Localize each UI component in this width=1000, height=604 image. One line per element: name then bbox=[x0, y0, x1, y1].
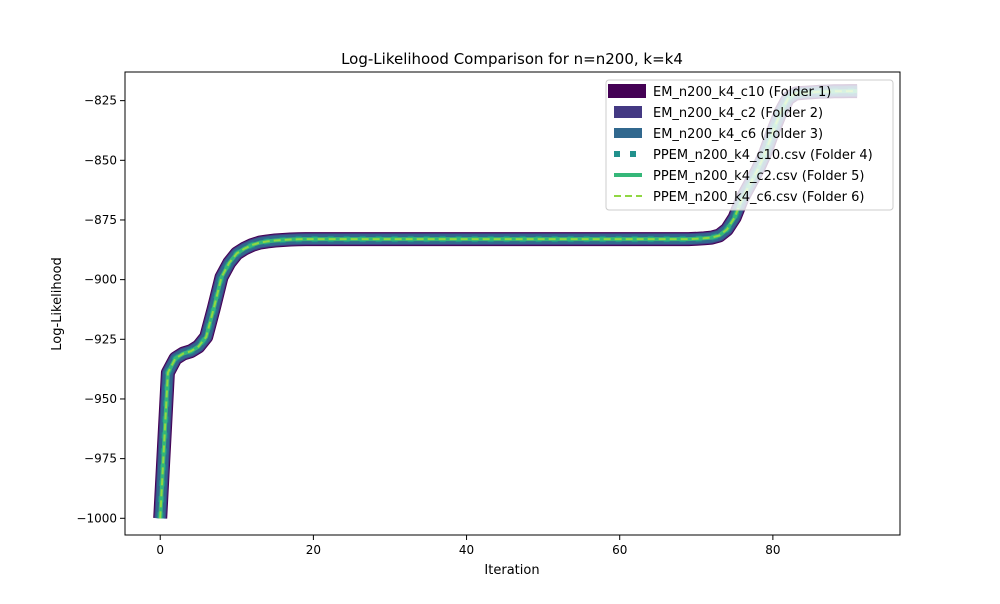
legend-label: PPEM_n200_k4_c10.csv (Folder 4) bbox=[653, 148, 873, 163]
x-tick-label: 0 bbox=[156, 543, 164, 557]
plot-area-frame bbox=[124, 71, 901, 536]
legend-label: EM_n200_k4_c6 (Folder 3) bbox=[653, 127, 823, 142]
y-axis: −1000 −975 −950 −925 −900 −875 −850 −825 bbox=[76, 94, 125, 525]
legend-swatch bbox=[608, 84, 646, 98]
legend-label: EM_n200_k4_c10 (Folder 1) bbox=[653, 85, 831, 100]
legend-label: PPEM_n200_k4_c6.csv (Folder 6) bbox=[653, 190, 864, 205]
x-tick-label: 60 bbox=[612, 543, 627, 557]
chart-title: Log-Likelihood Comparison for n=n200, k=… bbox=[341, 50, 683, 68]
y-tick-label: −900 bbox=[84, 273, 117, 287]
legend-label: EM_n200_k4_c2 (Folder 2) bbox=[653, 106, 823, 121]
x-tick-label: 40 bbox=[459, 543, 474, 557]
legend-swatch bbox=[614, 106, 642, 118]
x-tick-label: 80 bbox=[765, 543, 780, 557]
y-tick-label: −825 bbox=[84, 94, 117, 108]
legend-box bbox=[605, 79, 894, 211]
legend-items: EM_n200_k4_c10 (Folder 1) EM_n200_k4_c2 (… bbox=[608, 84, 873, 205]
x-axis: 0 20 40 60 80 bbox=[156, 535, 781, 557]
x-tick-label: 20 bbox=[306, 543, 321, 557]
y-tick-label: −925 bbox=[84, 332, 117, 346]
y-axis-label: Log-Likelihood bbox=[50, 257, 65, 350]
y-tick-label: −975 bbox=[84, 452, 117, 466]
y-tick-label: −950 bbox=[84, 392, 117, 406]
x-axis-label: Iteration bbox=[484, 563, 539, 578]
y-tick-label: −1000 bbox=[76, 511, 117, 525]
y-tick-label: −875 bbox=[84, 213, 117, 227]
legend-label: PPEM_n200_k4_c2.csv (Folder 5) bbox=[653, 169, 864, 184]
legend-swatch bbox=[614, 128, 642, 138]
legend: EM_n200_k4_c10 (Folder 1) EM_n200_k4_c2 (… bbox=[605, 79, 894, 211]
y-tick-label: −850 bbox=[84, 153, 117, 167]
